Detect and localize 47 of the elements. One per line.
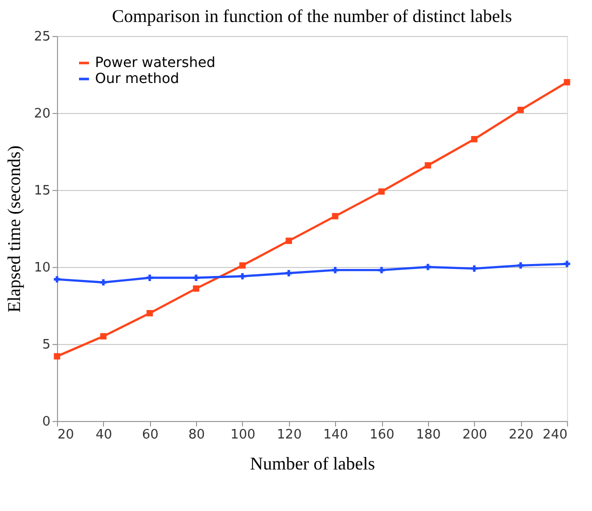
x-tick-label: 160 bbox=[370, 428, 394, 442]
x-axis-title: Number of labels bbox=[250, 454, 375, 474]
point bbox=[192, 285, 200, 292]
point bbox=[332, 266, 338, 274]
point bbox=[332, 213, 338, 220]
point bbox=[424, 264, 432, 270]
legend-label: Power watershed bbox=[95, 55, 216, 71]
x-tick-label: 20 bbox=[58, 428, 74, 442]
legend-label: Our method bbox=[95, 71, 180, 87]
point bbox=[517, 262, 524, 269]
point bbox=[517, 106, 524, 114]
point bbox=[471, 265, 478, 272]
chart-title: Comparison in function of the number of distinct labels bbox=[112, 6, 512, 26]
point bbox=[54, 276, 60, 282]
x-tick-label: 200 bbox=[462, 428, 488, 442]
point bbox=[54, 353, 60, 360]
point bbox=[424, 162, 432, 169]
y-axis-title: Elapsed time (seconds) bbox=[4, 146, 24, 312]
point bbox=[378, 266, 385, 274]
x-tick-label: 100 bbox=[230, 428, 256, 442]
point bbox=[239, 262, 246, 269]
y-tick-label: 0 bbox=[42, 414, 50, 430]
point bbox=[239, 273, 246, 280]
point bbox=[286, 270, 292, 276]
point bbox=[564, 260, 570, 268]
point bbox=[192, 274, 200, 281]
y-tick-label: 10 bbox=[34, 260, 50, 276]
y-tick-label: 5 bbox=[42, 338, 50, 352]
point bbox=[471, 136, 478, 142]
x-tick-label: 60 bbox=[142, 428, 158, 442]
x-tick-label: 220 bbox=[508, 428, 534, 442]
x-tick-label: 40 bbox=[96, 428, 112, 442]
point bbox=[286, 238, 292, 244]
point bbox=[100, 333, 107, 340]
y-tick-label: 25 bbox=[34, 30, 50, 44]
x-tick-label: 120 bbox=[276, 428, 302, 442]
point bbox=[378, 188, 385, 195]
point bbox=[564, 79, 570, 86]
x-tick-label: 180 bbox=[416, 428, 441, 442]
y-tick-label: 20 bbox=[34, 106, 50, 122]
x-tick-label: 80 bbox=[188, 428, 205, 442]
point bbox=[146, 310, 153, 316]
x-tick-label: 140 bbox=[323, 428, 348, 442]
point bbox=[100, 279, 107, 286]
point bbox=[146, 274, 153, 281]
x-tick-label: 240 bbox=[542, 428, 568, 442]
y-tick-label: 15 bbox=[34, 184, 50, 198]
